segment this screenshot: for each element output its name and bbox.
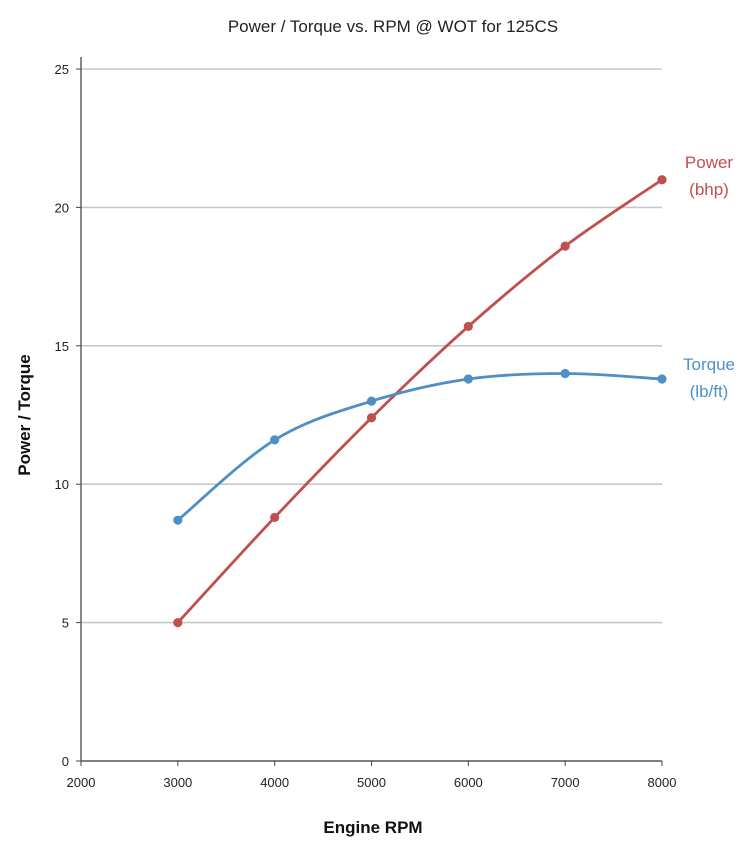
power-point-8000 (657, 175, 667, 185)
torque-series-unit: (lb/ft) (690, 382, 729, 401)
torque-point-4000 (270, 435, 280, 445)
power-series-line (176, 178, 664, 624)
y-tick-labels: 0 5 10 15 20 25 (55, 62, 69, 769)
power-point-3000 (173, 618, 183, 628)
y-tick-label-20: 20 (55, 200, 69, 215)
y-tick-label-15: 15 (55, 339, 69, 354)
power-point-6000 (463, 321, 473, 332)
power-series-label: Power (685, 153, 734, 172)
chart-title: Power / Torque vs. RPM @ WOT for 125CS (228, 17, 558, 36)
series-points (173, 175, 667, 628)
x-tick-label-5000: 5000 (357, 775, 386, 790)
y-tick-label-0: 0 (62, 754, 69, 769)
y-tick-label-25: 25 (55, 62, 69, 77)
power-point-5000 (366, 413, 377, 423)
axes (76, 57, 663, 766)
y-axis-title: Power / Torque (15, 354, 34, 476)
torque-point-7000 (560, 368, 570, 379)
x-tick-label-7000: 7000 (551, 775, 580, 790)
torque-point-8000 (657, 374, 667, 384)
x-tick-label-6000: 6000 (454, 775, 483, 790)
series-labels: Power (bhp) Torque (lb/ft) (683, 153, 735, 401)
torque-series-label: Torque (683, 355, 735, 374)
torque-point-3000 (173, 515, 183, 525)
torque-series-line (176, 372, 664, 522)
x-tick-labels: 2000 3000 4000 5000 6000 7000 8000 (67, 775, 677, 790)
torque-point-5000 (366, 396, 377, 406)
x-tick-label-8000: 8000 (648, 775, 677, 790)
power-series-unit: (bhp) (689, 180, 729, 199)
power-point-7000 (560, 241, 570, 251)
power-point-4000 (270, 512, 280, 523)
series-lines (176, 178, 664, 624)
torque-point-6000 (463, 374, 473, 384)
x-tick-label-2000: 2000 (67, 775, 96, 790)
y-tick-label-10: 10 (55, 477, 69, 492)
y-tick-label-5: 5 (62, 616, 69, 631)
x-tick-label-4000: 4000 (260, 775, 289, 790)
x-axis-title: Engine RPM (323, 818, 422, 837)
gridlines (81, 68, 662, 624)
x-tick-label-3000: 3000 (163, 775, 192, 790)
